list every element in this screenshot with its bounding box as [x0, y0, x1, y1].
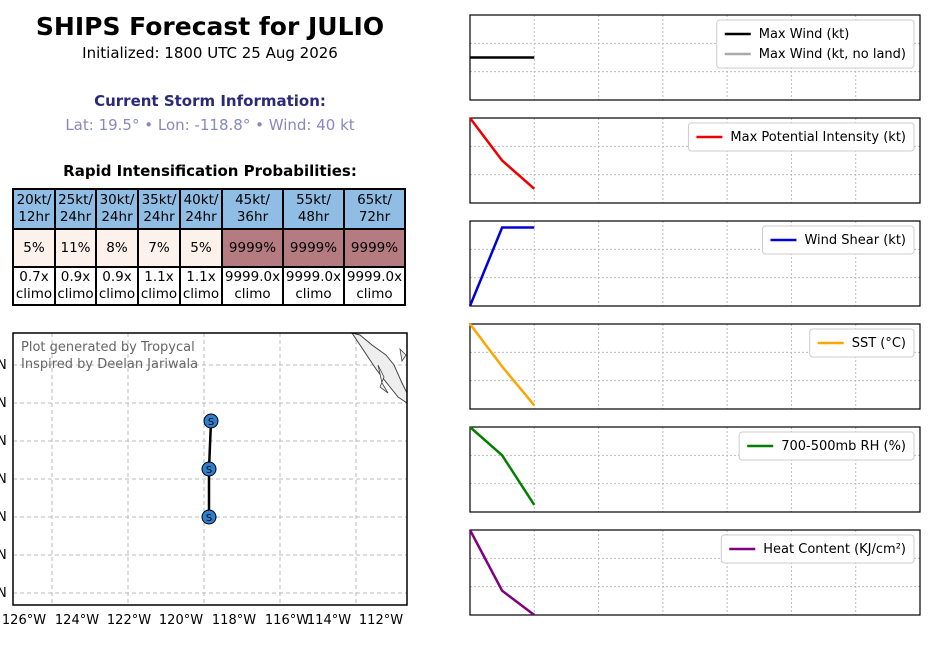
- map-y-tick: N: [0, 472, 7, 487]
- ri-climo-cell: 1.1x climo: [179, 266, 223, 306]
- ri-header-cell: 65kt/72hr: [343, 188, 406, 230]
- ri-climo-cell: 0.7x climo: [12, 266, 56, 306]
- coastline-point: [399, 347, 407, 363]
- panel-4: SST (°C): [469, 323, 921, 410]
- panel-frame: [469, 529, 921, 616]
- map-y-tick: N: [0, 510, 7, 525]
- map-x-ticks: 126°W 124°W 122°W 120°W 118°W 116°W 114°…: [2, 613, 403, 628]
- storm-track: S S S: [201, 413, 219, 525]
- ri-table: 20kt/12hr 25kt/24hr 30kt/24hr 35kt/24hr …: [12, 188, 406, 306]
- ri-header-cell: 45kt/36hr: [221, 188, 284, 230]
- ri-climo-cell: 9999.0x climo: [221, 266, 284, 306]
- panel-frame: [469, 220, 921, 307]
- ri-header-cell: 25kt/24hr: [54, 188, 97, 230]
- track-segment: [207, 420, 213, 470]
- legend-label: Heat Content (KJ/cm²): [763, 542, 906, 557]
- map-y-tick: N: [0, 586, 7, 601]
- map-x-tick: 126°W: [2, 613, 46, 628]
- map-x-tick: 112°W: [359, 613, 403, 628]
- ri-climo-cell: 0.9x climo: [54, 266, 97, 306]
- track-marker-label: S: [206, 513, 212, 524]
- panel-6: Heat Content (KJ/cm²): [468, 529, 921, 616]
- ri-prob-cell: 9999%: [343, 228, 406, 268]
- map-x-tick: 122°W: [107, 613, 151, 628]
- ri-climo-cell: 9999.0x climo: [282, 266, 345, 306]
- panel-1: Max Wind (kt) Max Wind (kt, no land): [469, 14, 921, 101]
- ri-header-cell: 40kt/24hr: [179, 188, 223, 230]
- map-x-tick: 116°W: [265, 613, 309, 628]
- panel-2: Max Potential Intensity (kt): [469, 117, 921, 204]
- track-marker-label: S: [208, 417, 214, 428]
- legend-label: Max Wind (kt): [759, 27, 850, 42]
- series-line: [468, 226, 535, 307]
- legend-box: [687, 122, 915, 152]
- map-credit-1: Plot generated by Tropycal: [21, 340, 195, 355]
- legend-box: [720, 534, 915, 564]
- map-x-tick: 124°W: [55, 613, 99, 628]
- series-line: [468, 529, 536, 616]
- ri-header-row: 20kt/12hr 25kt/24hr 30kt/24hr 35kt/24hr …: [12, 188, 406, 230]
- panel-frame: [469, 426, 921, 513]
- init-time: Initialized: 1800 UTC 25 Aug 2026: [82, 44, 338, 62]
- panel-3: Wind Shear (kt): [468, 220, 921, 307]
- legend-box: [716, 19, 915, 69]
- track-point: [201, 461, 217, 477]
- map-frame: [12, 332, 408, 606]
- ri-header-cell: 55kt/48hr: [282, 188, 345, 230]
- legend-label: 700-500mb RH (%): [781, 439, 906, 454]
- ri-climo-cell: 1.1x climo: [137, 266, 181, 306]
- current-storm-heading: Current Storm Information:: [94, 92, 326, 110]
- legend-box: [809, 328, 915, 358]
- track-marker-label: S: [206, 465, 212, 476]
- map-credit-2: Inspired by Deelan Jariwala: [21, 357, 198, 372]
- page-title: SHIPS Forecast for JULIO: [35, 12, 385, 41]
- map-y-ticks: N N N N N N N: [0, 358, 7, 601]
- track-point: [201, 509, 217, 525]
- ri-prob-cell: 5%: [179, 228, 223, 268]
- panel-frame: [469, 323, 921, 410]
- legend-label: Max Wind (kt, no land): [759, 47, 906, 62]
- map-y-tick: N: [0, 396, 7, 411]
- series-line: [469, 323, 536, 407]
- map-x-tick: 120°W: [159, 613, 203, 628]
- legend-label: SST (°C): [852, 336, 906, 351]
- panel-frame: [469, 117, 921, 204]
- map-y-tick: N: [0, 434, 7, 449]
- ri-climo-cell: 0.9x climo: [95, 266, 139, 306]
- track-point: [203, 413, 219, 429]
- ri-prob-cell: 5%: [12, 228, 56, 268]
- map-y-tick: N: [0, 548, 7, 563]
- ri-header-cell: 20kt/12hr: [12, 188, 56, 230]
- ri-climo-cell: 9999.0x climo: [343, 266, 406, 306]
- map-gridlines: [13, 333, 407, 605]
- ri-prob-cell: 9999%: [282, 228, 345, 268]
- legend-label: Max Potential Intensity (kt): [730, 130, 906, 145]
- legend-box: [738, 431, 915, 461]
- map-x-tick: 114°W: [307, 613, 351, 628]
- legend-label: Wind Shear (kt): [804, 233, 906, 248]
- ships-panels: Max Wind (kt) Max Wind (kt, no land) Max P…: [468, 14, 921, 616]
- coastline-baja: [377, 364, 389, 394]
- ri-probability-row: 5% 11% 8% 7% 5% 9999% 9999% 9999%: [12, 228, 406, 268]
- ri-prob-cell: 8%: [95, 228, 139, 268]
- ri-heading: Rapid Intensification Probabilities:: [63, 162, 357, 180]
- series-line: [469, 117, 536, 190]
- current-storm-info: Lat: 19.5° • Lon: -118.8° • Wind: 40 kt: [65, 116, 355, 134]
- ri-prob-cell: 9999%: [221, 228, 284, 268]
- ri-prob-cell: 7%: [137, 228, 181, 268]
- ri-climo-row: 0.7x climo 0.9x climo 0.9x climo 1.1x climo …: [12, 266, 406, 306]
- map-x-tick: 118°W: [212, 613, 256, 628]
- map-y-tick: N: [0, 358, 7, 373]
- series-line: [469, 426, 536, 506]
- track-map: Plot generated by Tropycal Inspired by D…: [0, 332, 408, 628]
- legend-box: [761, 225, 915, 255]
- ri-header-cell: 35kt/24hr: [137, 188, 181, 230]
- panel-5: 700-500mb RH (%): [469, 426, 921, 513]
- ri-header-cell: 30kt/24hr: [95, 188, 139, 230]
- ri-prob-cell: 11%: [54, 228, 97, 268]
